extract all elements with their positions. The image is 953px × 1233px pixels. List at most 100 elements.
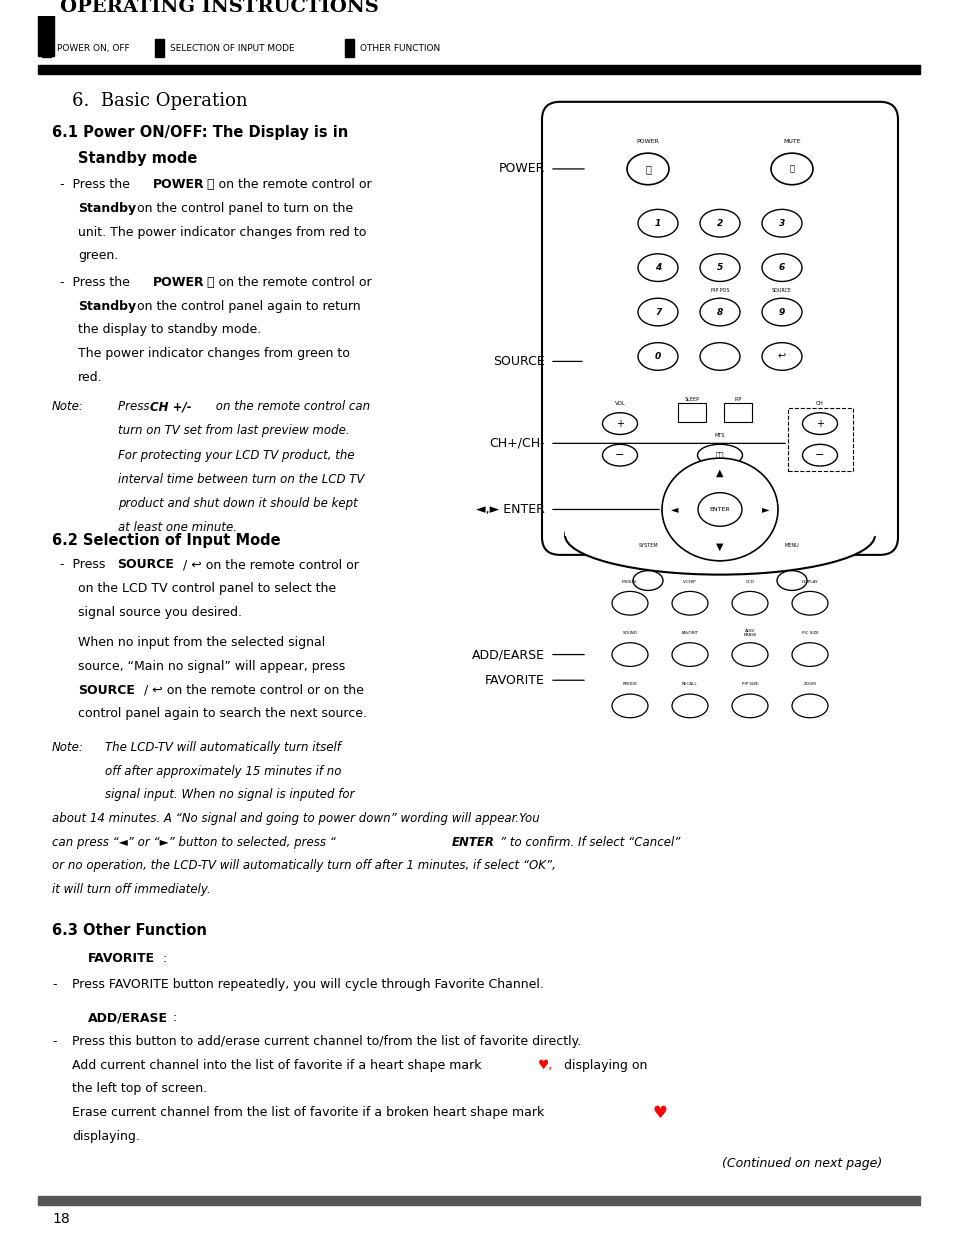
- Text: red.: red.: [78, 371, 103, 383]
- Text: Press FAVORITE button repeatedly, you will cycle through Favorite Channel.: Press FAVORITE button repeatedly, you wi…: [71, 978, 543, 991]
- Text: unit. The power indicator changes from red to: unit. The power indicator changes from r…: [78, 226, 366, 239]
- Text: :: :: [162, 952, 166, 965]
- Text: 6.3 Other Function: 6.3 Other Function: [52, 924, 207, 938]
- Text: (Continued on next page): (Continued on next page): [721, 1158, 882, 1170]
- Ellipse shape: [612, 694, 647, 718]
- Text: CH +/-: CH +/-: [150, 401, 192, 413]
- Text: MTS: MTS: [714, 433, 724, 438]
- Text: −: −: [615, 450, 624, 460]
- Ellipse shape: [731, 592, 767, 615]
- Text: PIP: PIP: [734, 397, 740, 402]
- Text: V-CHIP: V-CHIP: [682, 580, 696, 583]
- Bar: [42, 38, 51, 58]
- Ellipse shape: [671, 592, 707, 615]
- Text: on the remote control can: on the remote control can: [212, 401, 370, 413]
- Text: 7: 7: [654, 307, 660, 317]
- Text: Note:: Note:: [52, 741, 84, 753]
- Ellipse shape: [791, 694, 827, 718]
- Text: 6.2 Selection of Input Mode: 6.2 Selection of Input Mode: [52, 533, 280, 547]
- Text: CH+/CH-: CH+/CH-: [489, 436, 544, 450]
- Text: source, “Main no signal” will appear, press: source, “Main no signal” will appear, pr…: [78, 660, 345, 673]
- Text: -  Press the: - Press the: [52, 179, 133, 191]
- Bar: [345, 38, 354, 58]
- Ellipse shape: [791, 642, 827, 666]
- Text: SOURCE: SOURCE: [493, 355, 544, 367]
- Text: turn on TV set from last preview mode.: turn on TV set from last preview mode.: [118, 424, 349, 438]
- Text: MENU: MENU: [784, 543, 799, 547]
- Text: ADD/EARSE: ADD/EARSE: [472, 649, 544, 661]
- Text: -  Press the: - Press the: [52, 276, 133, 289]
- Ellipse shape: [661, 459, 778, 561]
- Ellipse shape: [698, 493, 741, 526]
- Text: interval time between turn on the LCD TV: interval time between turn on the LCD TV: [118, 473, 364, 486]
- Text: signal input. When no signal is inputed for: signal input. When no signal is inputed …: [105, 788, 355, 801]
- Text: ADD/ERASE: ADD/ERASE: [88, 1011, 168, 1025]
- Ellipse shape: [770, 153, 812, 185]
- Bar: [38, 0, 54, 57]
- Text: SOURCE: SOURCE: [117, 559, 173, 571]
- Text: PIP POS: PIP POS: [710, 287, 728, 293]
- Text: -: -: [52, 1034, 56, 1048]
- Text: FREEZE: FREEZE: [621, 580, 638, 583]
- Text: the display to standby mode.: the display to standby mode.: [78, 323, 261, 337]
- Text: ⧖⧗: ⧖⧗: [715, 451, 723, 459]
- Ellipse shape: [761, 210, 801, 237]
- Text: ◄: ◄: [670, 504, 678, 514]
- Ellipse shape: [700, 210, 740, 237]
- Text: ADD/
ERASE: ADD/ ERASE: [742, 629, 756, 637]
- Text: ►: ►: [760, 504, 768, 514]
- Text: Add current channel into the list of favorite if a heart shape mark: Add current channel into the list of fav…: [71, 1059, 481, 1071]
- Text: CCD: CCD: [745, 580, 754, 583]
- Ellipse shape: [638, 254, 678, 281]
- Text: on the control panel again to return: on the control panel again to return: [132, 300, 360, 313]
- Text: SOUND: SOUND: [622, 631, 637, 635]
- Text: The power indicator changes from green to: The power indicator changes from green t…: [78, 346, 350, 360]
- Text: ▲: ▲: [716, 467, 723, 477]
- Text: SLEEP: SLEEP: [684, 397, 699, 402]
- Text: 3: 3: [778, 218, 784, 228]
- Text: can press “◄” or “►” button to selected, press “: can press “◄” or “►” button to selected,…: [52, 836, 335, 848]
- Text: DISPLAY: DISPLAY: [801, 580, 818, 583]
- Text: at least one minute.: at least one minute.: [118, 522, 236, 534]
- Text: ” to confirm. If select “Cancel”: ” to confirm. If select “Cancel”: [499, 836, 679, 848]
- Bar: [38, 1196, 919, 1206]
- FancyBboxPatch shape: [541, 102, 897, 555]
- Text: displaying on: displaying on: [559, 1059, 647, 1071]
- Ellipse shape: [612, 642, 647, 666]
- Text: ♥,: ♥,: [537, 1059, 553, 1071]
- Text: / ↩ on the remote control or on the: / ↩ on the remote control or on the: [140, 683, 363, 697]
- Text: on the LCD TV control panel to select the: on the LCD TV control panel to select th…: [78, 582, 335, 596]
- Text: ⏻ on the remote control or: ⏻ on the remote control or: [203, 276, 372, 289]
- Text: CH: CH: [815, 402, 823, 407]
- Text: Standby: Standby: [78, 202, 136, 215]
- Text: POWER: POWER: [152, 179, 204, 191]
- Bar: [678, 403, 705, 422]
- Text: OTHER FUNCTION: OTHER FUNCTION: [359, 44, 439, 53]
- Text: Press this button to add/erase current channel to/from the list of favorite dire: Press this button to add/erase current c…: [71, 1034, 580, 1048]
- Text: 18: 18: [52, 1212, 70, 1226]
- Text: 1: 1: [654, 218, 660, 228]
- Text: ⏻: ⏻: [644, 164, 650, 174]
- Ellipse shape: [761, 343, 801, 370]
- Text: For protecting your LCD TV product, the: For protecting your LCD TV product, the: [118, 449, 355, 461]
- Bar: [154, 38, 164, 58]
- Bar: [38, 65, 919, 74]
- Bar: [564, 496, 874, 535]
- Ellipse shape: [633, 571, 662, 591]
- Text: 2: 2: [716, 218, 722, 228]
- Text: SYSTEM: SYSTEM: [638, 543, 658, 547]
- Text: -: -: [52, 978, 56, 991]
- Text: ENTER: ENTER: [452, 836, 495, 848]
- Text: Erase current channel from the list of favorite if a broken heart shape mark: Erase current channel from the list of f…: [71, 1106, 543, 1120]
- Ellipse shape: [564, 496, 874, 575]
- Text: 🔇: 🔇: [789, 164, 794, 174]
- Text: SOURCE: SOURCE: [771, 287, 791, 293]
- Text: green.: green.: [78, 249, 118, 263]
- Ellipse shape: [638, 298, 678, 326]
- Text: 4: 4: [654, 263, 660, 272]
- Ellipse shape: [697, 444, 741, 466]
- Text: Note:: Note:: [52, 401, 84, 413]
- Text: OPERATING INSTRUCTIONS: OPERATING INSTRUCTIONS: [60, 0, 378, 16]
- Ellipse shape: [700, 254, 740, 281]
- Ellipse shape: [602, 413, 637, 434]
